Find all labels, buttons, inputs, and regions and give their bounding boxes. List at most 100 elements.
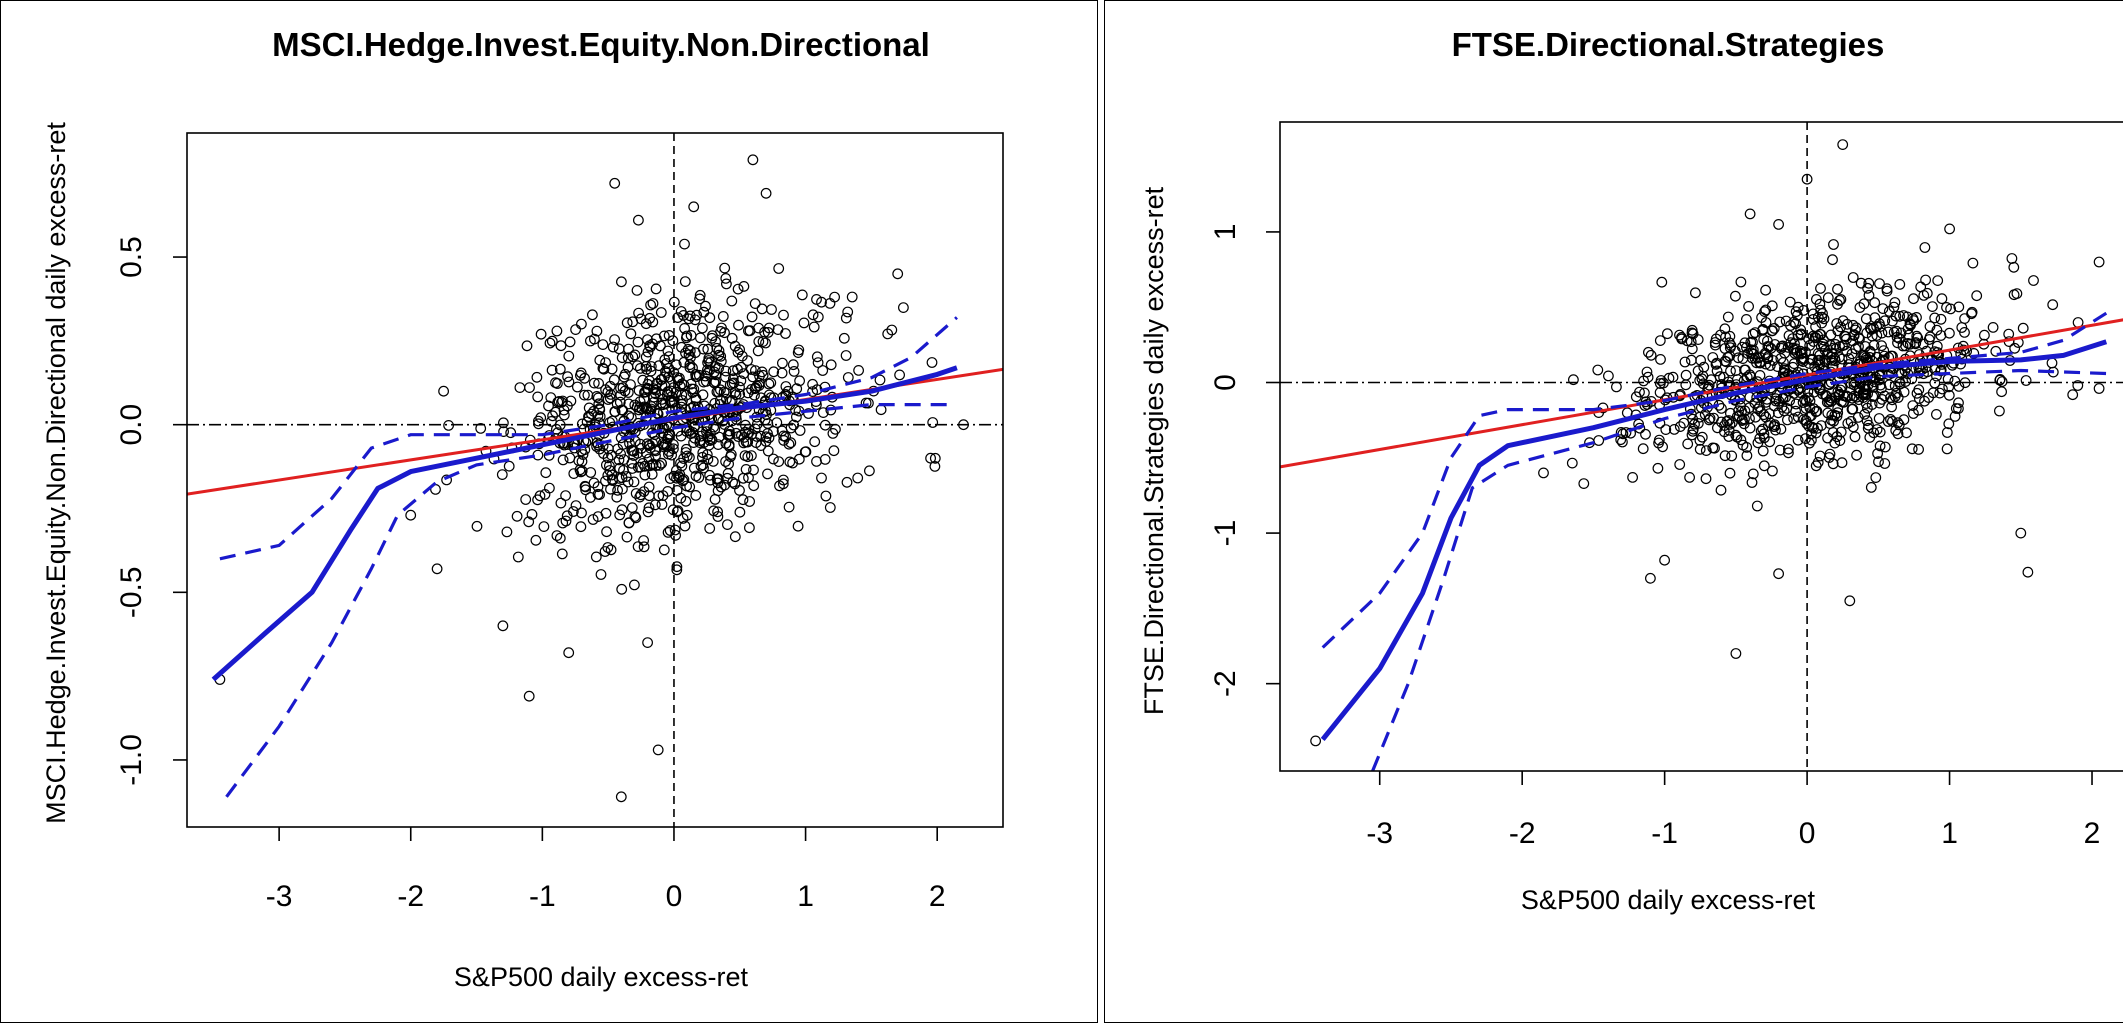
data-point bbox=[1894, 310, 1906, 322]
data-point bbox=[672, 312, 684, 324]
data-point bbox=[742, 436, 754, 448]
data-point bbox=[1979, 329, 1990, 341]
confidence-band-upper bbox=[1321, 311, 2108, 649]
data-point bbox=[882, 328, 894, 340]
data-point bbox=[551, 530, 563, 541]
data-point bbox=[1814, 359, 1826, 371]
data-point bbox=[1943, 418, 1955, 430]
data-point bbox=[1823, 396, 1835, 408]
data-point bbox=[1860, 398, 1872, 409]
data-point bbox=[654, 460, 665, 471]
data-point bbox=[773, 456, 785, 468]
data-point bbox=[1929, 312, 1941, 324]
data-point bbox=[671, 465, 682, 476]
data-point bbox=[530, 534, 542, 546]
data-point bbox=[1966, 308, 1977, 320]
data-point bbox=[712, 506, 723, 518]
data-point bbox=[642, 506, 654, 518]
data-point bbox=[1836, 457, 1848, 469]
data-point bbox=[1689, 418, 1700, 430]
data-point bbox=[1873, 374, 1885, 386]
data-point bbox=[1863, 289, 1875, 301]
data-point bbox=[511, 510, 523, 522]
data-point bbox=[715, 355, 727, 367]
x-tick-label: 1 bbox=[1941, 817, 1958, 850]
data-point bbox=[1686, 354, 1697, 366]
data-point bbox=[602, 386, 614, 398]
data-point bbox=[1627, 472, 1638, 483]
data-point bbox=[729, 531, 741, 543]
data-point bbox=[736, 350, 748, 362]
data-point bbox=[642, 334, 653, 346]
data-point bbox=[819, 419, 831, 431]
data-point bbox=[736, 429, 747, 441]
data-point bbox=[1874, 321, 1886, 333]
plot-frame bbox=[1279, 121, 2123, 772]
data-point bbox=[1882, 326, 1894, 338]
data-point bbox=[651, 333, 662, 345]
data-point bbox=[438, 385, 450, 397]
plot-area bbox=[187, 133, 1003, 827]
data-point bbox=[611, 491, 623, 503]
data-point bbox=[743, 472, 754, 484]
data-point bbox=[691, 309, 703, 321]
data-point bbox=[892, 268, 904, 280]
data-point bbox=[564, 336, 576, 348]
data-point bbox=[746, 384, 757, 395]
data-point bbox=[1739, 364, 1750, 376]
data-point bbox=[597, 362, 609, 374]
data-point bbox=[638, 541, 650, 553]
data-point bbox=[616, 583, 628, 595]
data-point bbox=[1640, 428, 1651, 440]
data-point bbox=[601, 526, 612, 538]
data-point bbox=[644, 312, 656, 324]
data-point bbox=[593, 398, 605, 410]
data-point bbox=[645, 299, 656, 311]
data-point bbox=[794, 425, 806, 436]
data-point bbox=[679, 323, 690, 334]
data-point bbox=[958, 419, 969, 431]
x-axis-label: S&P500 daily excess-ret bbox=[1521, 885, 1816, 915]
y-tick-label: 0.5 bbox=[115, 236, 148, 278]
data-point bbox=[723, 441, 735, 452]
data-point bbox=[776, 367, 788, 379]
data-point bbox=[606, 415, 618, 427]
data-point bbox=[777, 357, 788, 369]
data-point bbox=[1931, 409, 1942, 420]
data-point bbox=[1698, 361, 1710, 373]
data-point bbox=[1874, 426, 1886, 438]
data-point bbox=[1907, 400, 1919, 412]
data-point bbox=[1758, 428, 1770, 440]
data-point bbox=[643, 481, 655, 493]
data-point bbox=[824, 502, 836, 513]
data-point bbox=[1847, 272, 1859, 283]
data-point bbox=[600, 507, 612, 519]
data-point bbox=[737, 494, 749, 506]
data-point bbox=[535, 412, 547, 424]
data-point bbox=[616, 504, 628, 516]
data-point bbox=[1847, 421, 1859, 433]
data-point bbox=[1714, 371, 1726, 383]
data-point bbox=[1754, 370, 1766, 381]
data-point bbox=[1832, 325, 1844, 337]
data-point bbox=[676, 341, 687, 353]
data-point bbox=[1752, 403, 1764, 415]
data-point bbox=[1877, 303, 1889, 315]
data-point bbox=[556, 548, 568, 560]
data-point bbox=[825, 359, 837, 371]
data-point bbox=[2017, 322, 2029, 334]
data-point bbox=[1935, 365, 1946, 377]
data-point bbox=[1881, 283, 1893, 295]
data-point bbox=[621, 531, 633, 543]
data-point bbox=[526, 509, 538, 520]
data-point bbox=[1795, 328, 1807, 340]
data-point bbox=[674, 380, 686, 392]
data-point bbox=[1860, 341, 1871, 352]
data-point bbox=[1676, 333, 1688, 345]
data-point bbox=[641, 438, 653, 450]
data-point bbox=[679, 238, 690, 250]
data-point bbox=[1792, 434, 1804, 446]
data-point bbox=[604, 460, 615, 472]
data-point bbox=[1863, 277, 1875, 289]
data-point bbox=[676, 398, 688, 410]
